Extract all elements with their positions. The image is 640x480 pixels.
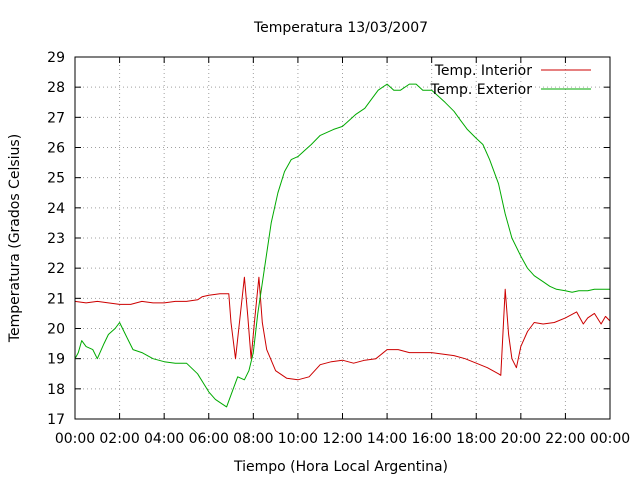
y-tick-label: 29 xyxy=(47,50,65,66)
legend-label-exterior: Temp. Exterior xyxy=(430,82,533,98)
y-tick-label: 21 xyxy=(47,291,65,307)
x-tick-label: 00:00 xyxy=(590,431,630,447)
y-tick-label: 20 xyxy=(47,322,65,338)
interior-temperature-line xyxy=(74,276,611,381)
plot-border xyxy=(74,56,611,420)
legend-label-interior: Temp. Interior xyxy=(434,63,533,79)
x-tick-labels: 00:00 02:00 04:00 06:00 08:00 10:00 12:00 14:00… xyxy=(55,431,630,447)
x-tick-label: 16:00 xyxy=(411,431,451,447)
series-lines xyxy=(74,83,611,408)
x-tick-label: 02:00 xyxy=(99,431,139,447)
x-tick-label: 14:00 xyxy=(367,431,407,447)
y-tick-label: 22 xyxy=(47,261,65,277)
y-tick-label: 19 xyxy=(47,352,65,368)
y-tick-label: 26 xyxy=(47,141,65,157)
grid xyxy=(75,57,610,419)
y-tick-label: 24 xyxy=(47,201,65,217)
exterior-temperature-line xyxy=(74,83,610,408)
x-tick-label: 08:00 xyxy=(233,431,273,447)
y-tick-label: 18 xyxy=(47,382,65,398)
y-tick-labels: 17 18 19 20 21 22 23 24 25 26 27 28 29 xyxy=(47,50,65,428)
x-tick-label: 20:00 xyxy=(501,431,541,447)
y-tick-label: 28 xyxy=(47,80,65,96)
x-tick-label: 18:00 xyxy=(456,431,496,447)
y-tick-label: 25 xyxy=(47,171,65,187)
axis-ticks xyxy=(74,56,611,420)
y-tick-label: 27 xyxy=(47,110,65,126)
x-tick-label: 12:00 xyxy=(322,431,362,447)
y-axis-label: Temperatura (Grados Celsius) xyxy=(7,134,23,343)
x-axis-label: Tiempo (Hora Local Argentina) xyxy=(233,459,448,475)
x-tick-label: 10:00 xyxy=(278,431,318,447)
legend: Temp. Interior Temp. Exterior xyxy=(430,63,591,98)
x-tick-label: 22:00 xyxy=(545,431,585,447)
chart-title: Temperatura 13/03/2007 xyxy=(253,20,428,36)
x-tick-label: 06:00 xyxy=(189,431,229,447)
x-tick-label: 00:00 xyxy=(55,431,95,447)
x-tick-label: 04:00 xyxy=(144,431,184,447)
y-tick-label: 23 xyxy=(47,231,65,247)
y-tick-label: 17 xyxy=(47,412,65,428)
